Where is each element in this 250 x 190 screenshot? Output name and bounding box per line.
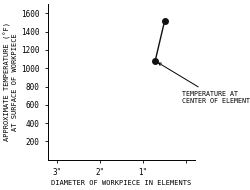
X-axis label: DIAMETER OF WORKPIECE IN ELEMENTS: DIAMETER OF WORKPIECE IN ELEMENTS xyxy=(51,180,192,186)
Text: TEMPERATURE AT
CENTER OF ELEMENT: TEMPERATURE AT CENTER OF ELEMENT xyxy=(158,63,250,104)
Y-axis label: APPROXIMATE TEMPERATURE (°F)
AT SURFACE OF WORKPIECE: APPROXIMATE TEMPERATURE (°F) AT SURFACE … xyxy=(4,22,18,141)
